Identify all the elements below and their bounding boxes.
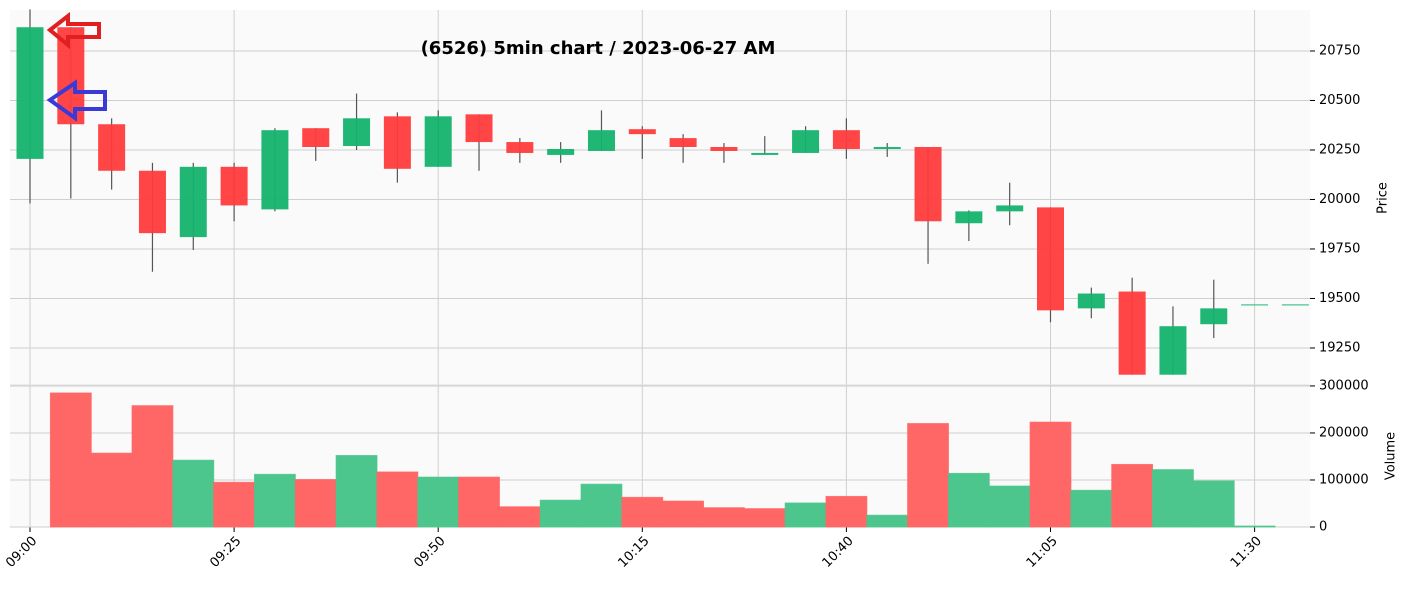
candle-body [792, 130, 820, 153]
volume-bar [131, 405, 174, 528]
volume-tick-label: 100000 [1319, 472, 1369, 487]
volume-bar [1029, 421, 1072, 528]
volume-bar [539, 499, 582, 528]
candle-body [1077, 293, 1105, 309]
candle-body [873, 147, 901, 149]
y-tick-label: 20500 [1319, 93, 1360, 108]
volume-bar [784, 502, 827, 528]
x-tick-label: 09:50 [411, 534, 448, 571]
candle-body [1037, 207, 1064, 311]
volume-bar [90, 452, 133, 528]
y-axis-label: Price [1376, 182, 1391, 214]
y-tick-label: 19250 [1319, 340, 1360, 355]
volume-tick-label: 200000 [1319, 425, 1369, 440]
volume-bar [213, 481, 256, 528]
volume-bar [294, 479, 337, 528]
candle-body [1118, 291, 1146, 375]
x-tick-label: 11:30 [1228, 534, 1265, 571]
x-tick-label: 10:40 [820, 534, 857, 571]
candle-body [98, 124, 126, 171]
volume-bar [866, 514, 909, 528]
candle-body [914, 147, 942, 222]
candle-body [710, 147, 738, 151]
candle-body [955, 211, 983, 224]
candle-body [751, 152, 779, 155]
candle-body [996, 205, 1024, 212]
volume-bar [743, 508, 786, 528]
volume-bar [825, 495, 868, 528]
volume-bar [376, 471, 419, 528]
x-tick-label: 09:25 [207, 534, 244, 571]
blue-arrow [46, 79, 107, 122]
volume-bar [335, 455, 378, 528]
y-tick-label: 19750 [1319, 241, 1360, 256]
candle-body [1200, 308, 1228, 325]
candle-body [547, 148, 575, 155]
candle-body [424, 116, 452, 167]
volume-bar [172, 459, 215, 528]
volume-tick-label: 300000 [1319, 378, 1369, 393]
candle-body [179, 166, 207, 238]
candle-body [669, 138, 697, 148]
volume-bar [417, 476, 460, 528]
volume-bar [907, 423, 949, 528]
volume-bar [988, 485, 1031, 528]
chart-title: (6526) 5min chart / 2023-06-27 AM [421, 38, 776, 59]
volume-bar [498, 506, 541, 528]
candle-body [465, 114, 493, 143]
candle-body [138, 170, 166, 234]
candle-body [506, 142, 534, 153]
volume-bar [662, 500, 705, 528]
candle-body [383, 116, 411, 169]
y-tick-label: 19500 [1319, 291, 1360, 306]
candle-body [220, 166, 248, 206]
candle-body [343, 118, 371, 147]
y-tick-label: 20000 [1319, 192, 1360, 207]
candle-body [587, 130, 615, 151]
red-arrow [46, 11, 101, 50]
candle-body [628, 129, 656, 135]
volume-bar [1233, 525, 1276, 528]
volume-bar [1192, 480, 1235, 528]
volume-bar [49, 392, 92, 528]
y-tick-label: 20250 [1319, 142, 1360, 157]
x-tick-label: 09:00 [3, 534, 40, 571]
volume-tick-label: 0 [1319, 520, 1327, 535]
candle-body [832, 130, 860, 149]
y-tick-label: 20750 [1319, 43, 1360, 58]
x-tick-label: 10:15 [616, 534, 653, 571]
volume-bar [458, 476, 500, 528]
candle-body [16, 27, 44, 159]
volume-bar [621, 496, 664, 528]
volume-bar [947, 472, 990, 528]
candle-body [302, 128, 330, 148]
volume-bar [1111, 463, 1154, 528]
volume-axis-label: Volume [1384, 432, 1399, 480]
candle-body [1241, 304, 1269, 306]
candle-body [1281, 304, 1309, 306]
x-tick-label: 11:05 [1024, 534, 1061, 571]
volume-bar [1152, 469, 1194, 528]
candle-body [261, 130, 289, 210]
volume-bar [703, 507, 745, 528]
volume-bar [580, 483, 623, 528]
volume-bar [1070, 489, 1113, 528]
candle-body [1159, 326, 1187, 375]
volume-bar [254, 473, 296, 528]
